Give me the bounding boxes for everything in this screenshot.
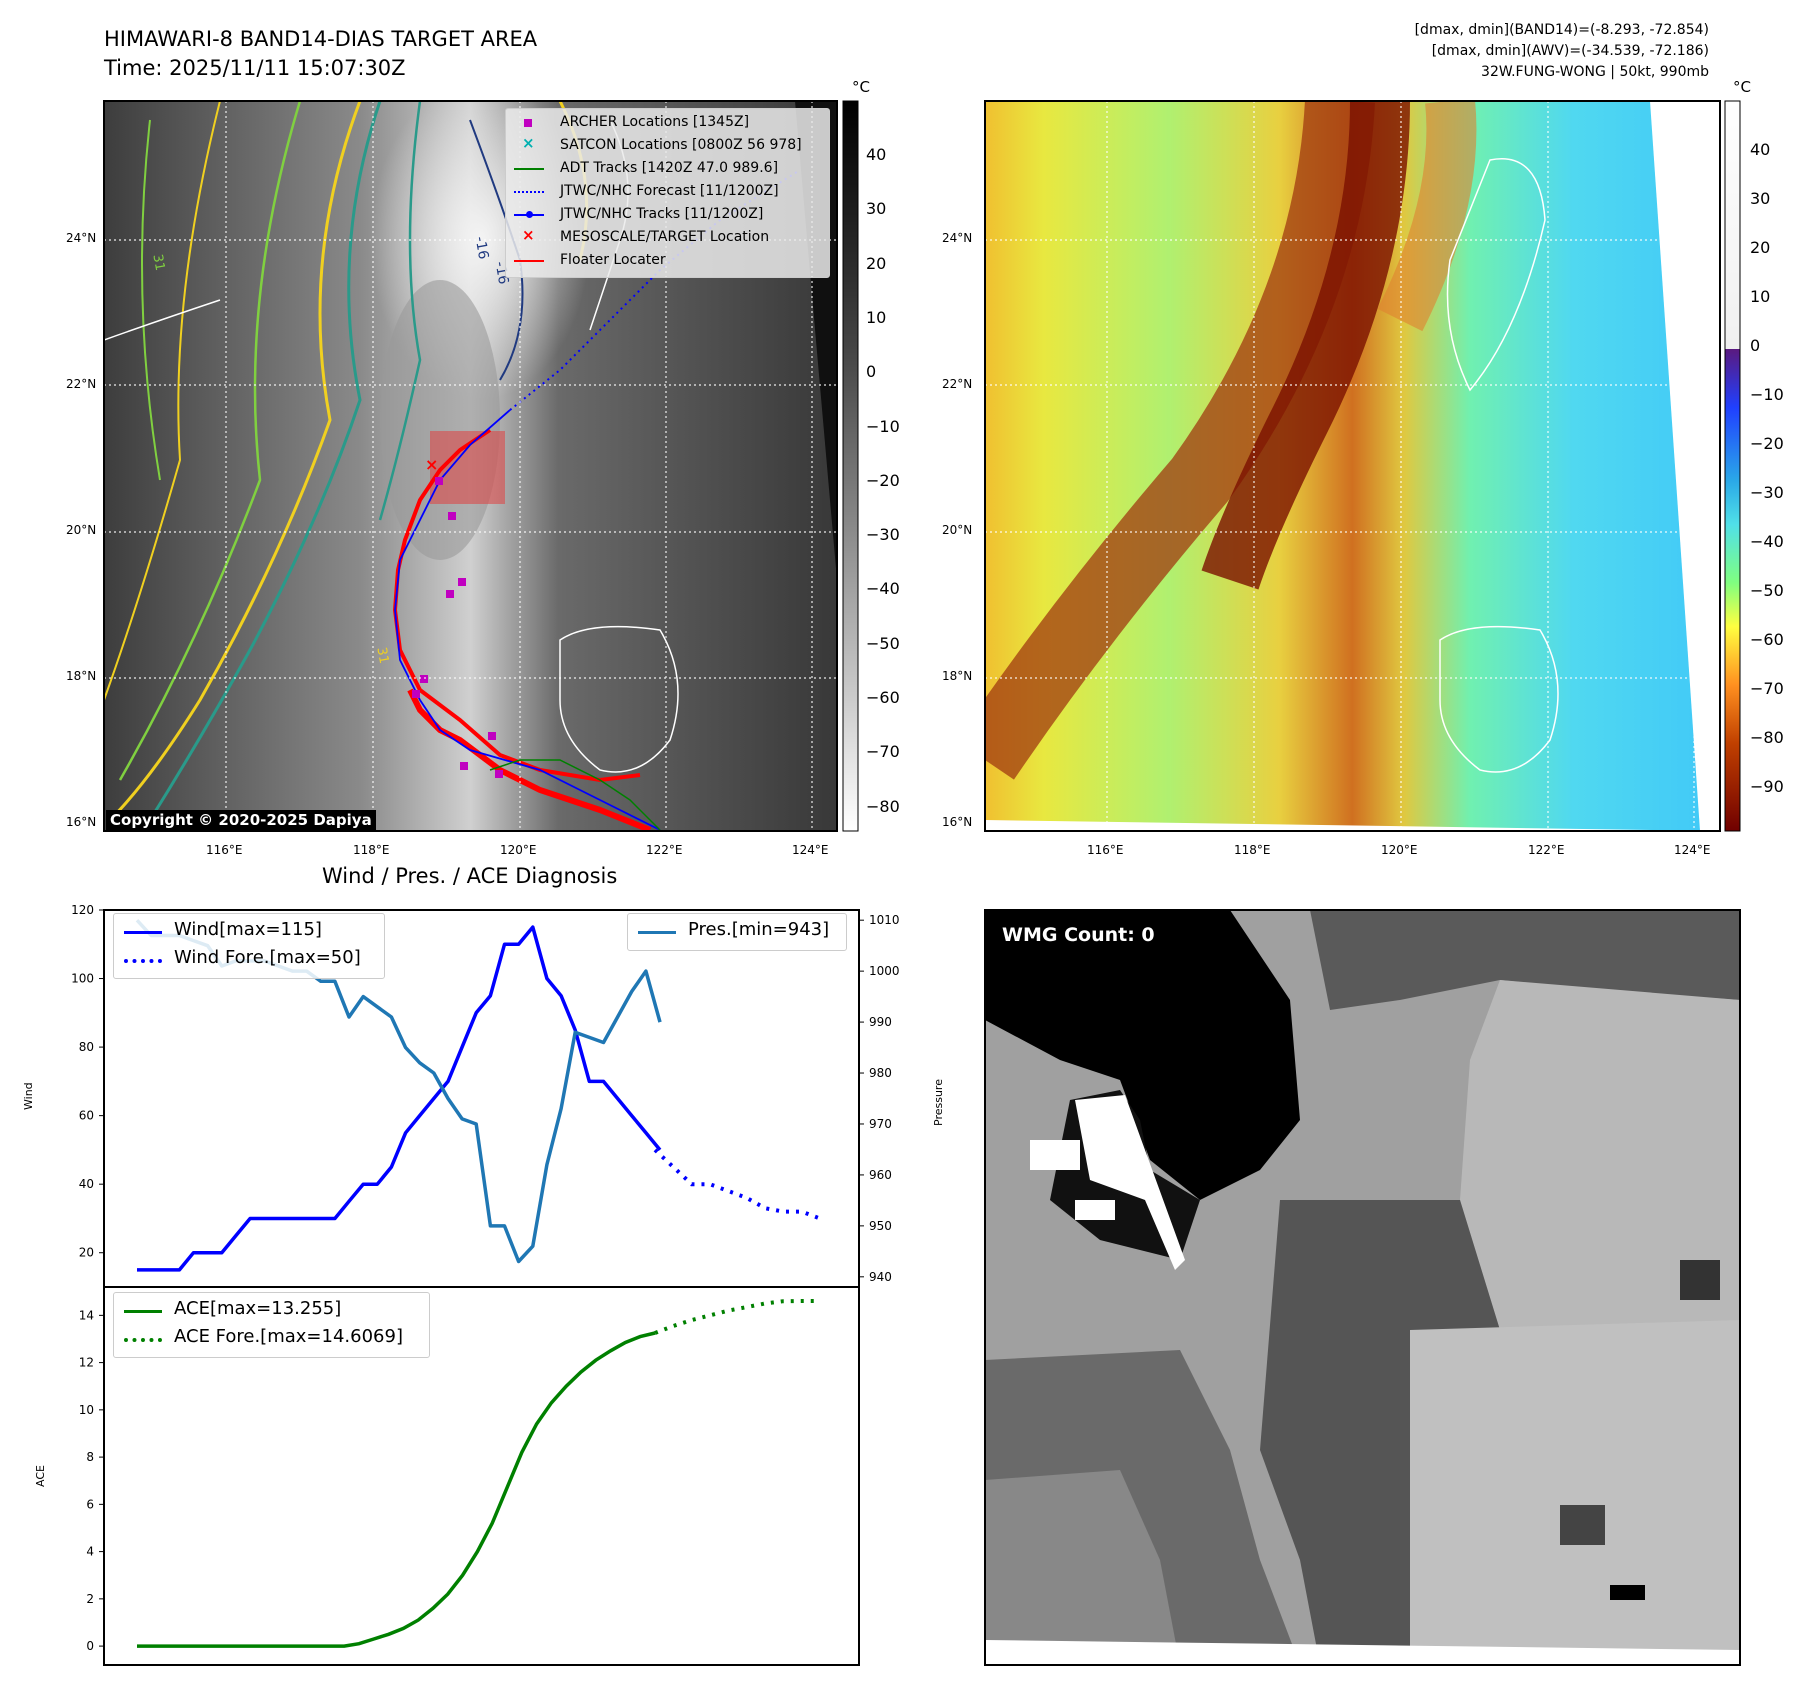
figure-time: Time: 2025/11/11 15:07:30Z — [104, 56, 406, 80]
lat-label: 18°N — [942, 669, 973, 683]
lat-label: 24°N — [66, 231, 97, 245]
lat-label: 20°N — [942, 523, 973, 537]
lon-label: 124°E — [792, 843, 829, 857]
colorbar-tick-label: −90 — [1750, 777, 1784, 796]
pressure-line-icon — [638, 931, 676, 934]
svg-text:×: × — [425, 455, 438, 474]
lon-label: 116°E — [1087, 843, 1124, 857]
colorbar-unit: °C — [852, 78, 870, 96]
lat-label: 24°N — [942, 231, 973, 245]
colorbar-tick-label: −40 — [1750, 532, 1784, 551]
colorbar-tick-label: 0 — [866, 362, 877, 382]
colorbar-tick-label: 30 — [1750, 189, 1771, 208]
colorbar-tick-label: −60 — [866, 688, 900, 707]
colorbar-tick-label: 0 — [1750, 336, 1761, 355]
colorbar-tick-label: −60 — [1750, 630, 1784, 649]
colorbar-tick-label: −10 — [1750, 385, 1784, 404]
lat-label: 22°N — [66, 377, 97, 391]
colorbar-tick-label: −20 — [1750, 434, 1784, 453]
lon-label: 116°E — [206, 843, 243, 857]
colorbar-tick-label: −80 — [866, 796, 900, 816]
legend-label: ACE[max=13.255] — [174, 1298, 342, 1319]
ace-line-icon — [124, 1310, 162, 1313]
map-legend: ARCHER Locations [1345Z] × SATCON Locati… — [505, 108, 830, 278]
colorbar-tick-label: 40 — [1750, 140, 1771, 159]
colorbar-tick-label: −20 — [866, 470, 900, 490]
colorbar-tick-label: −70 — [866, 742, 900, 762]
legend-label: JTWC/NHC Forecast [11/1200Z] — [560, 183, 779, 199]
colorbar-tick-label: 20 — [866, 253, 887, 273]
wind-axis-label: Wind — [22, 1082, 35, 1110]
contour-label: 31 — [373, 646, 392, 665]
legend-label: ACE Fore.[max=14.6069] — [174, 1326, 403, 1347]
square-marker-icon — [524, 119, 532, 127]
band14-stats: [dmax, dmin](BAND14)=(-8.293, -72.854) — [1414, 22, 1709, 38]
ace-legend: ACE[max=13.255] ACE Fore.[max=14.6069] — [113, 1292, 430, 1358]
lat-label: 16°N — [942, 815, 973, 829]
colorbar-tick-label: 40 — [866, 145, 887, 164]
wind-line-icon — [124, 931, 162, 934]
wind-legend: Wind[max=115] Wind Fore.[max=50] — [113, 913, 385, 979]
dotted-line-icon — [514, 191, 544, 193]
pressure-axis-label: Pressure — [932, 1079, 945, 1126]
colorbar-tick-label: −70 — [1750, 679, 1784, 698]
awv-stats: [dmax, dmin](AWV)=(-34.539, -72.186) — [1431, 43, 1709, 59]
legend-label: Wind[max=115] — [174, 919, 322, 940]
diagnosis-title: Wind / Pres. / ACE Diagnosis — [322, 864, 618, 888]
colorbar-tick-label: −30 — [866, 525, 900, 545]
lon-label: 120°E — [500, 843, 537, 857]
wmg-count: WMG Count: 0 — [1002, 924, 1155, 946]
ace-axis-label: ACE — [34, 1465, 47, 1487]
legend-label: ADT Tracks [1420Z 47.0 989.6] — [560, 160, 779, 176]
colorbar-tick-label: 10 — [1750, 287, 1771, 306]
colorbar-tick-label: −40 — [866, 579, 900, 599]
legend-label: Floater Locater — [560, 252, 666, 268]
colorbar-tick-label: −50 — [1750, 581, 1784, 600]
colorbar-tick-label: −80 — [1750, 728, 1784, 747]
colorbar-tick-label: 10 — [866, 307, 887, 327]
legend-label: SATCON Locations [0800Z 56 978] — [560, 137, 802, 153]
lon-label: 122°E — [1528, 843, 1565, 857]
colorbar-unit: °C — [1733, 78, 1751, 96]
colorbar-tick-label: 20 — [1750, 238, 1771, 257]
legend-label: JTWC/NHC Tracks [11/1200Z] — [560, 206, 764, 222]
ace-fore-line-icon — [124, 1338, 162, 1342]
legend-label: MESOSCALE/TARGET Location — [560, 229, 770, 245]
wind-fore-line-icon — [124, 959, 162, 963]
lon-label: 118°E — [353, 843, 390, 857]
colorbar-tick-label: −50 — [866, 633, 900, 653]
legend-label: Wind Fore.[max=50] — [174, 947, 361, 968]
copyright-badge: Copyright © 2020-2025 Dapiya — [106, 810, 376, 830]
lat-label: 18°N — [66, 669, 97, 683]
figure-title: HIMAWARI-8 BAND14-DIAS TARGET AREA — [104, 27, 538, 51]
line-marker-icon — [514, 168, 544, 170]
pressure-legend: Pres.[min=943] — [627, 913, 847, 951]
legend-label: ARCHER Locations [1345Z] — [560, 114, 750, 130]
lat-label: 16°N — [66, 815, 97, 829]
line-marker-icon — [514, 260, 544, 262]
x-marker-icon: × — [522, 134, 535, 152]
x-marker-icon: × — [522, 226, 535, 244]
colorbar-tick-label: 30 — [866, 199, 887, 219]
lon-label: 124°E — [1674, 843, 1711, 857]
lon-label: 120°E — [1381, 843, 1418, 857]
lon-label: 118°E — [1234, 843, 1271, 857]
legend-label: Pres.[min=943] — [688, 919, 830, 940]
lat-label: 22°N — [942, 377, 973, 391]
lat-label: 20°N — [66, 523, 97, 537]
storm-info: 32W.FUNG-WONG | 50kt, 990mb — [1481, 64, 1709, 80]
colorbar-tick-label: −10 — [866, 416, 900, 436]
colorbar-tick-label: −30 — [1750, 483, 1784, 502]
contour-label: 31 — [149, 253, 168, 272]
lon-label: 122°E — [646, 843, 683, 857]
